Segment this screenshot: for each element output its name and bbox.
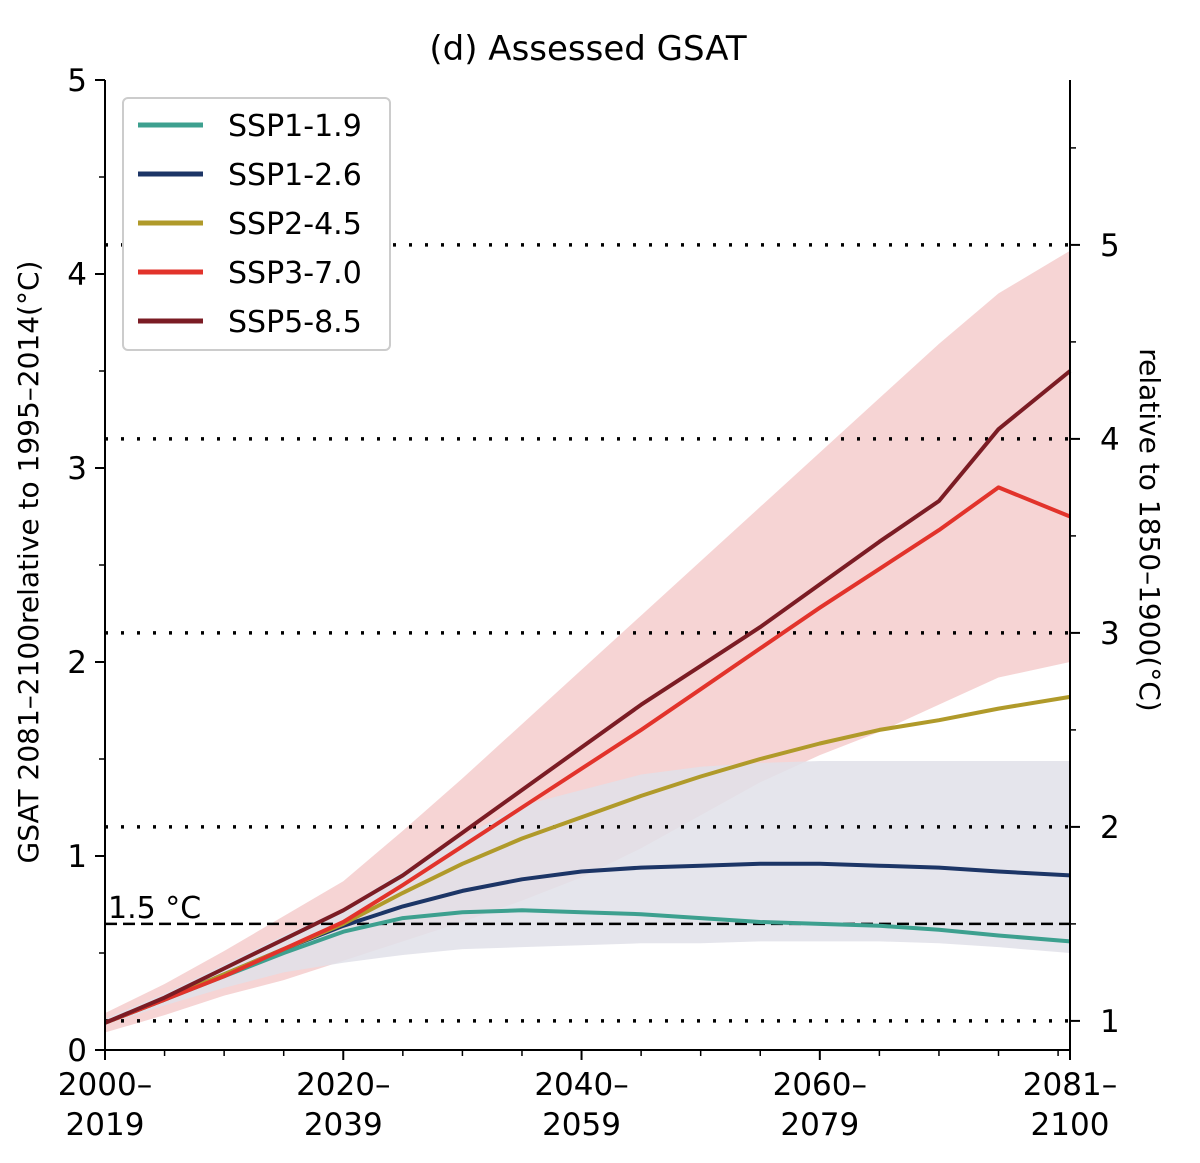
- x-tick-label: 2079: [780, 1107, 859, 1143]
- y-tick-label: 4: [67, 257, 87, 293]
- y-tick-label: 5: [67, 63, 87, 99]
- legend-label: SSP1-1.9: [228, 109, 362, 144]
- legend-box: [122, 97, 391, 351]
- y-tick-label: 3: [67, 451, 87, 487]
- y2-axis-label: relative to 1850–1900(°C): [1133, 348, 1166, 711]
- y2-tick-label: 2: [1100, 810, 1120, 846]
- x-tick-label: 2081–: [1023, 1067, 1117, 1103]
- x-tick-label: 2019: [66, 1107, 145, 1143]
- legend-label: SSP1-2.6: [228, 158, 362, 193]
- series-line: [104, 908, 1071, 1025]
- y-tick-label: 0: [67, 1033, 87, 1069]
- y2-tick-label: 5: [1100, 228, 1120, 264]
- threshold-label: 1.5 °C: [108, 891, 201, 926]
- y-tick-label: 2: [67, 645, 87, 681]
- x-tick-label: 2039: [304, 1107, 383, 1143]
- y2-tick-label: 4: [1100, 422, 1120, 458]
- series-line: [104, 485, 1071, 1025]
- series-line: [104, 369, 1072, 1025]
- x-tick-label: 2040–: [534, 1067, 628, 1103]
- band-0: [105, 250, 1070, 1033]
- legend-label: SSP3-7.0: [228, 256, 362, 291]
- x-tick-label: 2059: [542, 1107, 621, 1143]
- y2-tick-label: 3: [1100, 616, 1120, 652]
- y2-tick-label: 1: [1100, 1004, 1120, 1040]
- x-tick-label: 2060–: [773, 1067, 867, 1103]
- x-tick-label: 2100: [1031, 1107, 1110, 1143]
- y-tick-label: 1: [67, 839, 87, 875]
- axes: 0 1 2 3 4 5 1 2 3 4 5 2000– 2019 2020– 2039 2040– 2059 20…: [58, 63, 1120, 1143]
- chart-title: (d) Assessed GSAT: [429, 29, 746, 69]
- y-axis-label: GSAT 2081–2100relative to 1995–2014(°C): [12, 261, 45, 864]
- x-tick-label: 2020–: [296, 1067, 390, 1103]
- uncertainty-bands: [105, 250, 1070, 1033]
- legend: SSP1-1.9 SSP1-2.6 SSP2-4.5 SSP3-7.0 SSP5-8.5: [122, 97, 391, 351]
- x-tick-label: 2000–: [58, 1067, 152, 1103]
- band-1: [105, 760, 1070, 1025]
- series-lines: [104, 369, 1072, 1025]
- legend-label: SSP5-8.5: [228, 305, 362, 340]
- legend-label: SSP2-4.5: [228, 207, 362, 242]
